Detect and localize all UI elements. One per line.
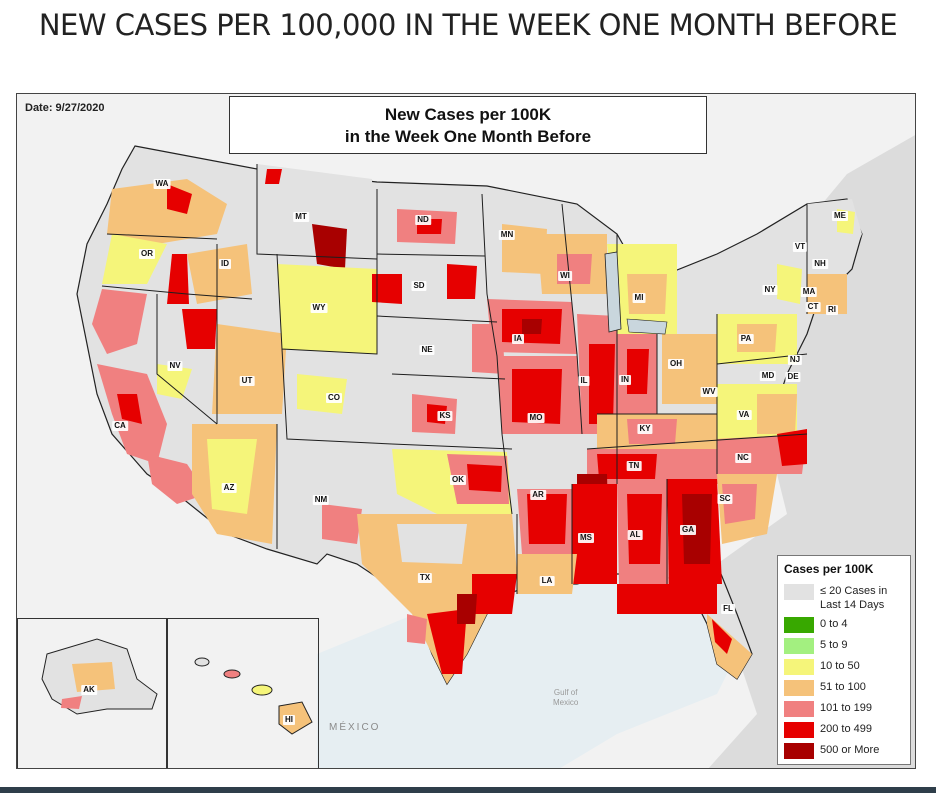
- state-label-ks: KS: [437, 411, 453, 421]
- choropleth-map[interactable]: Date: 9/27/2020 New Cases per 100K in th…: [16, 93, 916, 769]
- legend-swatch: [784, 638, 814, 654]
- state-label-wi: WI: [558, 271, 572, 281]
- state-label-ut: UT: [239, 376, 255, 386]
- state-label-ky: KY: [637, 424, 653, 434]
- legend-swatch: [784, 743, 814, 759]
- state-label-la: LA: [539, 576, 555, 586]
- state-label-mn: MN: [498, 230, 516, 240]
- gulf-of-mexico-label: Gulf of Mexico: [553, 688, 578, 708]
- legend-swatch: [784, 659, 814, 675]
- state-label-va: VA: [736, 410, 752, 420]
- legend-label-line2: Last 14 Days: [820, 599, 885, 611]
- legend-item: 200 to 499: [784, 722, 904, 738]
- state-label-vt: VT: [792, 242, 808, 252]
- us-county-map-svg: [17, 94, 915, 768]
- state-label-ma: MA: [800, 287, 818, 297]
- state-label-ne: NE: [419, 345, 435, 355]
- map-title-line2: in the Week One Month Before: [344, 127, 592, 146]
- state-label-de: DE: [785, 372, 801, 382]
- legend-swatch: [784, 722, 814, 738]
- state-label-ms: MS: [578, 533, 594, 543]
- state-label-co: CO: [326, 393, 342, 403]
- state-label-nd: ND: [415, 215, 431, 225]
- map-date: Date: 9/27/2020: [25, 102, 105, 114]
- state-label-oh: OH: [668, 359, 684, 369]
- state-label-ia: IA: [512, 334, 524, 344]
- legend-item: 0 to 4: [784, 617, 904, 633]
- hawaii-inset: [167, 618, 319, 768]
- state-label-nj: NJ: [787, 355, 803, 365]
- legend-item: ≤ 20 Cases in Last 14 Days: [784, 584, 904, 612]
- state-label-wy: WY: [310, 303, 328, 313]
- state-label-mt: MT: [293, 212, 309, 222]
- legend-swatch: [784, 680, 814, 696]
- map-legend: Cases per 100K ≤ 20 Cases in Last 14 Day…: [777, 555, 911, 765]
- state-label-wv: WV: [700, 387, 718, 397]
- state-label-id: ID: [219, 259, 231, 269]
- legend-label: 51 to 100: [820, 681, 866, 693]
- legend-item: 500 or More: [784, 743, 904, 759]
- state-label-ga: GA: [680, 525, 696, 535]
- state-label-hi: HI: [283, 715, 295, 725]
- mexico-label: MÉXICO: [329, 722, 381, 733]
- alaska-inset: [17, 618, 167, 768]
- state-label-il: IL: [578, 376, 590, 386]
- page-heading: NEW CASES PER 100,000 IN THE WEEK ONE MO…: [38, 8, 898, 42]
- legend-label: 200 to 499: [820, 723, 872, 735]
- state-label-fl: FL: [721, 604, 735, 614]
- legend-item: 101 to 199: [784, 701, 904, 717]
- state-label-nc: NC: [735, 453, 751, 463]
- legend-label: 101 to 199: [820, 702, 872, 714]
- state-label-ar: AR: [530, 490, 546, 500]
- legend-label: 10 to 50: [820, 660, 860, 672]
- state-label-tx: TX: [417, 573, 433, 583]
- state-label-sd: SD: [411, 281, 427, 291]
- state-label-in: IN: [619, 375, 631, 385]
- legend-label: ≤ 20 Cases in Last 14 Days: [820, 584, 887, 612]
- legend-label-line1: ≤ 20 Cases in: [820, 585, 888, 597]
- map-title-box: New Cases per 100K in the Week One Month…: [229, 96, 707, 154]
- state-label-wa: WA: [153, 179, 171, 189]
- state-label-ct: CT: [805, 302, 821, 312]
- legend-swatch: [784, 701, 814, 717]
- state-label-tn: TN: [626, 461, 642, 471]
- state-label-mi: MI: [632, 293, 646, 303]
- legend-item: 10 to 50: [784, 659, 904, 675]
- state-label-nv: NV: [167, 361, 183, 371]
- state-boundaries: [101, 164, 808, 594]
- gulf-label-line1: Gulf of: [553, 688, 578, 697]
- bottom-bar: [0, 787, 936, 793]
- state-label-mo: MO: [527, 413, 545, 423]
- state-label-me: ME: [832, 211, 848, 221]
- state-label-md: MD: [759, 371, 777, 381]
- legend-item: 51 to 100: [784, 680, 904, 696]
- legend-item: 5 to 9: [784, 638, 904, 654]
- legend-label: 0 to 4: [820, 618, 848, 630]
- state-label-ri: RI: [826, 305, 838, 315]
- legend-swatch: [784, 617, 814, 633]
- legend-label: 500 or More: [820, 744, 880, 756]
- map-title-line1: New Cases per 100K: [384, 105, 552, 124]
- state-label-ok: OK: [450, 475, 466, 485]
- state-label-nm: NM: [312, 495, 330, 505]
- state-label-ak: AK: [81, 685, 97, 695]
- state-label-nh: NH: [812, 259, 828, 269]
- state-label-pa: PA: [738, 334, 754, 344]
- state-label-or: OR: [139, 249, 155, 259]
- legend-swatch: [784, 584, 814, 600]
- state-label-az: AZ: [221, 483, 237, 493]
- gulf-label-line2: Mexico: [553, 698, 579, 707]
- state-label-sc: SC: [717, 494, 733, 504]
- legend-title: Cases per 100K: [784, 562, 874, 576]
- state-label-ny: NY: [762, 285, 778, 295]
- state-label-ca: CA: [112, 421, 128, 431]
- legend-label: 5 to 9: [820, 639, 848, 651]
- state-label-al: AL: [627, 530, 643, 540]
